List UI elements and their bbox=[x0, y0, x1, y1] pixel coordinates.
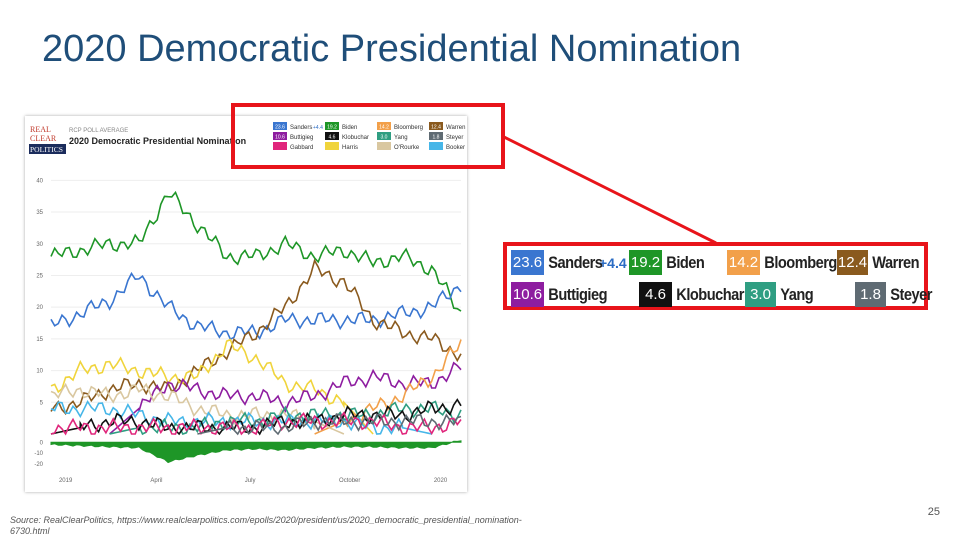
mini-legend-change-sanders: +4.4 bbox=[313, 125, 323, 131]
series-line-biden bbox=[50, 190, 462, 312]
legend-value-buttigieg: 10.6 bbox=[511, 282, 544, 307]
series-line-harris bbox=[50, 338, 374, 435]
mini-legend-swatch-booker bbox=[429, 142, 443, 150]
mini-legend-name-booker: Booker bbox=[446, 145, 465, 151]
rcp-header-small: RCP POLL AVERAGE bbox=[69, 128, 128, 134]
mini-legend-swatch-bloomberg bbox=[377, 122, 391, 130]
mini-legend-value-buttigieg: 10.6 bbox=[275, 135, 285, 141]
connector-line bbox=[501, 134, 717, 245]
legend-name-warren: Warren bbox=[872, 253, 920, 272]
rcp-chart: REAL CLEAR POLITICS RCP POLL AVERAGE 202… bbox=[29, 122, 465, 484]
legend-name-steyer: Steyer bbox=[890, 285, 932, 304]
spread-area bbox=[50, 440, 462, 464]
legend-name-biden: Biden bbox=[666, 253, 705, 272]
legend-name-buttigieg: Buttigieg bbox=[548, 285, 608, 304]
series-line-buttigieg bbox=[109, 361, 462, 435]
mini-legend-name-sanders: Sanders bbox=[290, 125, 312, 131]
legend-value-biden: 19.2 bbox=[629, 250, 662, 275]
y-axis-ticks: 40 35 30 25 20 15 10 5 bbox=[36, 178, 43, 406]
mini-legend-name-o-rourke: O'Rourke bbox=[394, 145, 420, 151]
legend-value-warren: 12.4 bbox=[837, 250, 868, 275]
mini-legend-name-buttigieg: Buttigieg bbox=[290, 135, 313, 141]
rcp-chart-panel: REAL CLEAR POLITICS RCP POLL AVERAGE 202… bbox=[25, 116, 467, 492]
legend-value-klobuchar: 4.6 bbox=[639, 282, 672, 307]
source-citation: Source: RealClearPolitics, https://www.r… bbox=[10, 515, 522, 536]
zoomed-legend-row-2: 10.6 Buttigieg 4.6 Klobuchar 3.0 Yang 1.… bbox=[511, 282, 939, 307]
legend-name-klobuchar: Klobuchar bbox=[676, 285, 744, 304]
x-tick-2019: 2019 bbox=[59, 478, 73, 484]
y-tick-5: 5 bbox=[40, 400, 44, 406]
legend-value-sanders: 23.6 bbox=[511, 250, 544, 275]
series-line-sanders bbox=[50, 271, 462, 341]
x-tick-july: July bbox=[245, 478, 256, 484]
series-lines bbox=[50, 190, 462, 436]
y-tick-10: 10 bbox=[36, 369, 43, 375]
mini-legend-value-warren: 12.4 bbox=[431, 125, 441, 131]
y-tick-15: 15 bbox=[36, 337, 43, 343]
zoomed-legend: 23.6 Sanders +4.4 19.2 Biden 14.2 Bloomb… bbox=[503, 242, 932, 310]
mini-legend-swatch-klobuchar bbox=[325, 132, 339, 140]
y-tick-35: 35 bbox=[36, 210, 43, 216]
mini-legend-value-biden: 19.2 bbox=[327, 125, 337, 131]
rcp-mini-legend: 23.6 Sanders +4.4 19.2 Biden 14.2 Bloomberg 12.… bbox=[273, 122, 465, 151]
mini-legend-swatch-steyer bbox=[429, 132, 443, 140]
rcp-logo-line-3: POLITICS bbox=[30, 145, 63, 154]
mini-legend-value-sanders: 23.6 bbox=[275, 125, 285, 131]
mini-legend-name-yang: Yang bbox=[394, 135, 408, 141]
spread-y-tick--10: -10 bbox=[34, 451, 43, 457]
mini-legend-swatch-buttigieg bbox=[273, 132, 287, 140]
mini-legend-swatch-gabbard bbox=[273, 142, 287, 150]
spread-y-tick--20: -20 bbox=[34, 462, 43, 468]
mini-legend-name-harris: Harris bbox=[342, 145, 358, 151]
y-tick-25: 25 bbox=[36, 273, 43, 279]
legend-name-sanders: Sanders bbox=[548, 253, 603, 272]
legend-change-sanders: +4.4 bbox=[599, 254, 627, 271]
mini-legend-value-yang: 3.0 bbox=[381, 135, 388, 141]
spread-chart: 0 -10 -20 bbox=[34, 440, 462, 468]
mini-legend-value-bloomberg: 14.2 bbox=[379, 125, 389, 131]
y-tick-20: 20 bbox=[36, 305, 43, 311]
x-tick-april: April bbox=[150, 478, 162, 484]
mini-legend-name-biden: Biden bbox=[342, 125, 357, 131]
legend-value-bloomberg: 14.2 bbox=[727, 250, 760, 275]
series-line-gabbard bbox=[50, 411, 462, 436]
spread-y-tick-0: 0 bbox=[40, 440, 44, 446]
x-tick-october: October bbox=[339, 478, 360, 484]
mini-legend-name-bloomberg: Bloomberg bbox=[394, 125, 423, 131]
series-line-bloomberg bbox=[314, 339, 462, 435]
y-tick-30: 30 bbox=[36, 242, 43, 248]
series-line-steyer bbox=[197, 413, 462, 436]
legend-name-yang: Yang bbox=[780, 285, 814, 304]
y-tick-40: 40 bbox=[36, 178, 43, 184]
rcp-header-title: 2020 Democratic Presidential Nomination bbox=[69, 136, 246, 146]
mini-legend-name-gabbard: Gabbard bbox=[290, 145, 313, 151]
rcp-logo: REAL CLEAR POLITICS bbox=[29, 124, 66, 154]
mini-legend-value-klobuchar: 4.6 bbox=[329, 135, 336, 141]
mini-legend-swatch-harris bbox=[325, 142, 339, 150]
mini-legend-value-steyer: 1.8 bbox=[433, 135, 440, 141]
mini-legend-swatch-biden bbox=[325, 122, 339, 130]
mini-legend-swatch-warren bbox=[429, 122, 443, 130]
slide-title: 2020 Democratic Presidential Nomination bbox=[42, 28, 742, 70]
mini-legend-name-steyer: Steyer bbox=[446, 135, 463, 141]
mini-legend-name-klobuchar: Klobuchar bbox=[342, 135, 369, 141]
series-line-warren bbox=[50, 258, 462, 416]
legend-value-yang: 3.0 bbox=[745, 282, 776, 307]
zoomed-legend-row-1: 23.6 Sanders +4.4 19.2 Biden 14.2 Bloomb… bbox=[511, 250, 921, 275]
legend-value-steyer: 1.8 bbox=[855, 282, 886, 307]
mini-legend-swatch-o-rourke bbox=[377, 142, 391, 150]
legend-name-bloomberg: Bloomberg bbox=[764, 253, 837, 272]
x-tick-2020: 2020 bbox=[434, 478, 448, 484]
rcp-logo-line-1: REAL bbox=[30, 125, 51, 134]
rcp-logo-line-2: CLEAR bbox=[30, 134, 57, 143]
page-number: 25 bbox=[927, 506, 940, 518]
x-axis-ticks: 2019 April July October 2020 bbox=[59, 478, 448, 484]
mini-legend-name-warren: Warren bbox=[446, 125, 465, 131]
mini-legend-swatch-yang bbox=[377, 132, 391, 140]
mini-legend-swatch-sanders bbox=[273, 122, 287, 130]
